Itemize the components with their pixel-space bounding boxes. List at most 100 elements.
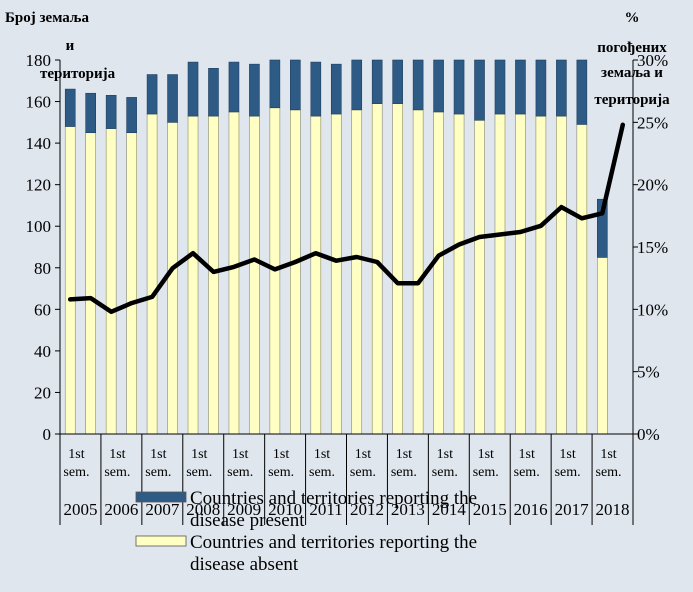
x-tick-semester: sem. — [391, 465, 417, 480]
x-tick-semester: 1st — [355, 447, 371, 462]
bar-present — [65, 89, 75, 126]
bar-present — [475, 60, 485, 120]
bar-present — [495, 60, 505, 114]
bar-absent — [229, 112, 239, 434]
legend-label: Countries and territories reporting the — [190, 488, 477, 509]
bar-present — [106, 95, 116, 128]
x-tick-semester: 1st — [191, 447, 207, 462]
x-tick-year: 2006 — [104, 500, 138, 519]
bar-present — [577, 60, 587, 124]
x-tick-semester: sem. — [596, 465, 622, 480]
legend-swatch — [136, 492, 186, 502]
bar-absent — [454, 114, 464, 434]
y-left-title-line: и — [66, 38, 75, 54]
x-tick-semester: 1st — [478, 447, 494, 462]
bar-present — [352, 60, 362, 110]
bar-absent — [556, 116, 566, 434]
y-tick-label: 60 — [34, 300, 51, 319]
x-tick-semester: sem. — [104, 465, 130, 480]
legend-label: disease absent — [190, 554, 299, 575]
y2-tick-label: 10% — [637, 300, 668, 319]
y-right-title-line: % — [625, 10, 640, 26]
legend-label: disease present — [190, 510, 305, 531]
x-tick-semester: sem. — [268, 465, 294, 480]
x-tick-year: 2015 — [473, 500, 507, 519]
bar-present — [290, 60, 300, 110]
x-tick-year: 2017 — [555, 500, 590, 519]
x-tick-semester: sem. — [186, 465, 212, 480]
y-tick-label: 160 — [26, 93, 52, 112]
bar-absent — [65, 126, 75, 434]
bar-present — [393, 60, 403, 104]
x-tick-year: 2016 — [514, 500, 548, 519]
bar-absent — [106, 129, 116, 434]
x-tick-semester: sem. — [473, 465, 499, 480]
x-tick-semester: 1st — [232, 447, 248, 462]
y-right-title-line: погођених — [597, 40, 667, 56]
x-tick-semester: 1st — [396, 447, 412, 462]
bar-absent — [577, 124, 587, 434]
bar-present — [168, 75, 178, 123]
x-tick-semester: sem. — [555, 465, 581, 480]
y2-tick-label: 20% — [637, 176, 668, 195]
legend-label: Countries and territories reporting the — [190, 532, 477, 553]
x-tick-semester: sem. — [309, 465, 335, 480]
bar-present — [188, 62, 198, 116]
bar-present — [208, 68, 218, 116]
bar-absent — [495, 114, 505, 434]
y-tick-label: 100 — [26, 217, 52, 236]
x-tick-year: 2018 — [596, 500, 630, 519]
bars — [65, 60, 607, 434]
x-tick-semester: sem. — [514, 465, 540, 480]
y-right-title-line: земаља и — [601, 65, 663, 81]
y-tick-label: 120 — [26, 176, 52, 195]
y-right-title-line: територија — [594, 92, 670, 108]
x-tick-year: 2005 — [63, 500, 97, 519]
bar-present — [331, 64, 341, 114]
x-tick-semester: 1st — [519, 447, 535, 462]
bar-present — [515, 60, 525, 114]
bar-present — [413, 60, 423, 110]
bar-present — [536, 60, 546, 116]
bar-absent — [208, 116, 218, 434]
legend-swatch — [136, 536, 186, 546]
x-tick-semester: 1st — [109, 447, 125, 462]
x-tick-semester: 1st — [150, 447, 166, 462]
x-tick-semester: sem. — [432, 465, 458, 480]
bar-present — [556, 60, 566, 116]
bar-absent — [393, 104, 403, 434]
x-tick-semester: sem. — [63, 465, 89, 480]
bar-absent — [536, 116, 546, 434]
bar-present — [249, 64, 259, 116]
bar-absent — [475, 120, 485, 434]
bar-present — [372, 60, 382, 104]
bar-absent — [86, 133, 96, 434]
x-tick-semester: sem. — [145, 465, 171, 480]
x-tick-semester: 1st — [68, 447, 84, 462]
y-tick-label: 80 — [34, 259, 51, 278]
bar-absent — [352, 110, 362, 434]
x-tick-semester: 1st — [600, 447, 616, 462]
bar-absent — [147, 114, 157, 434]
y2-tick-label: 15% — [637, 238, 668, 257]
x-tick-semester: sem. — [350, 465, 376, 480]
bar-present — [147, 75, 157, 114]
y-tick-label: 40 — [34, 342, 51, 361]
bar-absent — [434, 112, 444, 434]
x-tick-semester: 1st — [314, 447, 330, 462]
bar-absent — [290, 110, 300, 434]
bar-present — [311, 62, 321, 116]
bar-absent — [168, 122, 178, 434]
bar-absent — [331, 114, 341, 434]
y2-tick-label: 0% — [637, 425, 660, 444]
bar-absent — [597, 257, 607, 434]
bar-absent — [127, 133, 137, 434]
x-tick-semester: 1st — [559, 447, 575, 462]
bar-present — [434, 60, 444, 112]
bar-present — [270, 60, 280, 108]
bar-present — [229, 62, 239, 112]
bar-absent — [249, 116, 259, 434]
y-left-title-line: територија — [40, 66, 116, 82]
